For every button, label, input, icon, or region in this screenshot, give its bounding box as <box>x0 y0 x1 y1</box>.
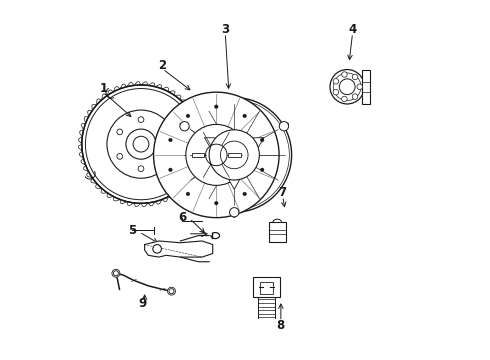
Circle shape <box>177 98 292 212</box>
Bar <box>269 222 286 242</box>
Polygon shape <box>241 138 264 151</box>
Circle shape <box>215 105 218 108</box>
Polygon shape <box>229 162 240 189</box>
Circle shape <box>169 168 172 172</box>
Text: 4: 4 <box>348 23 357 36</box>
FancyArrowPatch shape <box>181 124 182 125</box>
Circle shape <box>180 122 189 131</box>
Bar <box>192 153 204 157</box>
Text: 5: 5 <box>128 224 136 237</box>
Circle shape <box>169 138 172 142</box>
Circle shape <box>330 69 365 104</box>
Bar <box>228 153 241 157</box>
Text: 6: 6 <box>178 211 186 224</box>
Circle shape <box>112 269 120 277</box>
Circle shape <box>113 271 119 276</box>
Circle shape <box>153 244 161 253</box>
Text: 7: 7 <box>279 186 287 199</box>
Circle shape <box>82 85 200 203</box>
Circle shape <box>230 208 239 217</box>
Circle shape <box>260 168 264 172</box>
Circle shape <box>339 79 355 95</box>
Polygon shape <box>204 138 228 151</box>
Circle shape <box>333 78 339 84</box>
Circle shape <box>186 114 190 118</box>
Circle shape <box>209 130 259 180</box>
Circle shape <box>243 192 246 196</box>
Circle shape <box>279 122 289 131</box>
Circle shape <box>153 92 279 218</box>
Circle shape <box>333 89 339 95</box>
FancyBboxPatch shape <box>362 69 370 104</box>
Circle shape <box>243 114 246 118</box>
Circle shape <box>342 72 347 77</box>
Circle shape <box>186 125 247 185</box>
Bar <box>260 282 273 294</box>
Circle shape <box>352 94 358 99</box>
Circle shape <box>168 287 175 295</box>
Text: 1: 1 <box>99 82 107 95</box>
Circle shape <box>352 74 358 80</box>
Bar <box>253 277 280 297</box>
Polygon shape <box>145 241 213 257</box>
Circle shape <box>260 138 264 142</box>
Text: 2: 2 <box>158 59 167 72</box>
Circle shape <box>186 192 190 196</box>
FancyArrowPatch shape <box>286 124 288 125</box>
Circle shape <box>357 84 363 90</box>
Circle shape <box>342 96 347 102</box>
Circle shape <box>169 289 174 294</box>
Circle shape <box>215 201 218 205</box>
Text: 8: 8 <box>277 319 285 332</box>
Text: 9: 9 <box>139 297 147 310</box>
Text: 3: 3 <box>221 23 229 36</box>
